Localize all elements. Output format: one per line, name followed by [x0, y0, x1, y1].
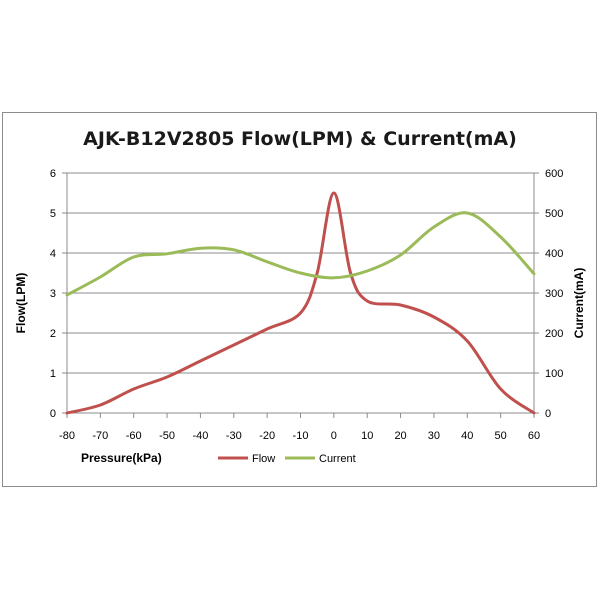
series-lines: [65, 191, 536, 415]
chart-frame: AJK-B12V2805 Flow(LPM) & Current(mA) 0 1 2…: [2, 112, 597, 487]
y-tick-label: 6: [50, 168, 56, 180]
legend: Flow Current: [218, 453, 356, 465]
x-tick-label: -30: [226, 430, 242, 442]
y2-tick-label: 0: [545, 408, 551, 420]
series-line-flow: [65, 191, 536, 415]
x-tick-label: -40: [192, 430, 208, 442]
chart-title: AJK-B12V2805 Flow(LPM) & Current(mA): [83, 128, 517, 150]
x-tick-label: 50: [495, 430, 507, 442]
y-axis-ticks: 0 1 2 3 4 5 6: [50, 168, 56, 420]
x-axis-ticks: -80 -70 -60 -50 -40 -30 -20 -10 0 10 20 30 40 50 60: [59, 430, 540, 442]
y2-tick-label: 300: [545, 288, 563, 300]
x-tick-label: 40: [461, 430, 473, 442]
x-tick-label: 0: [331, 430, 337, 442]
x-tick-label: -10: [293, 430, 309, 442]
y-tick-label: 4: [50, 248, 56, 260]
x-tick-label: -50: [159, 430, 175, 442]
gridlines: [62, 172, 539, 418]
x-axis-label: Pressure(kPa): [81, 451, 162, 465]
y2-tick-label: 500: [545, 208, 563, 220]
x-tick-label: 20: [394, 430, 406, 442]
chart-svg: AJK-B12V2805 Flow(LPM) & Current(mA) 0 1 2…: [14, 128, 586, 465]
y2-tick-label: 100: [545, 368, 563, 380]
y-tick-label: 0: [50, 408, 56, 420]
y2-axis-label: Current(mA): [572, 268, 586, 339]
y2-tick-label: 200: [545, 328, 563, 340]
y-tick-label: 1: [50, 368, 56, 380]
y2-axis-ticks: 0 100 200 300 400 500 600: [545, 168, 563, 420]
x-tick-label: 10: [361, 430, 373, 442]
y2-tick-label: 400: [545, 248, 563, 260]
y-tick-label: 5: [50, 208, 56, 220]
x-tick-label: -80: [59, 430, 75, 442]
y-tick-label: 3: [50, 288, 56, 300]
y-tick-label: 2: [50, 328, 56, 340]
y2-tick-label: 600: [545, 168, 563, 180]
y-axis-label: Flow(LPM): [14, 273, 28, 334]
x-tick-label: 60: [528, 430, 540, 442]
x-tick-label: -60: [126, 430, 142, 442]
series-line-current: [65, 211, 536, 297]
x-tick-label: -20: [259, 430, 275, 442]
x-tick-label: 30: [428, 430, 440, 442]
legend-current-label: Current: [319, 453, 356, 465]
legend-flow-label: Flow: [252, 453, 275, 465]
x-tick-label: -70: [92, 430, 108, 442]
